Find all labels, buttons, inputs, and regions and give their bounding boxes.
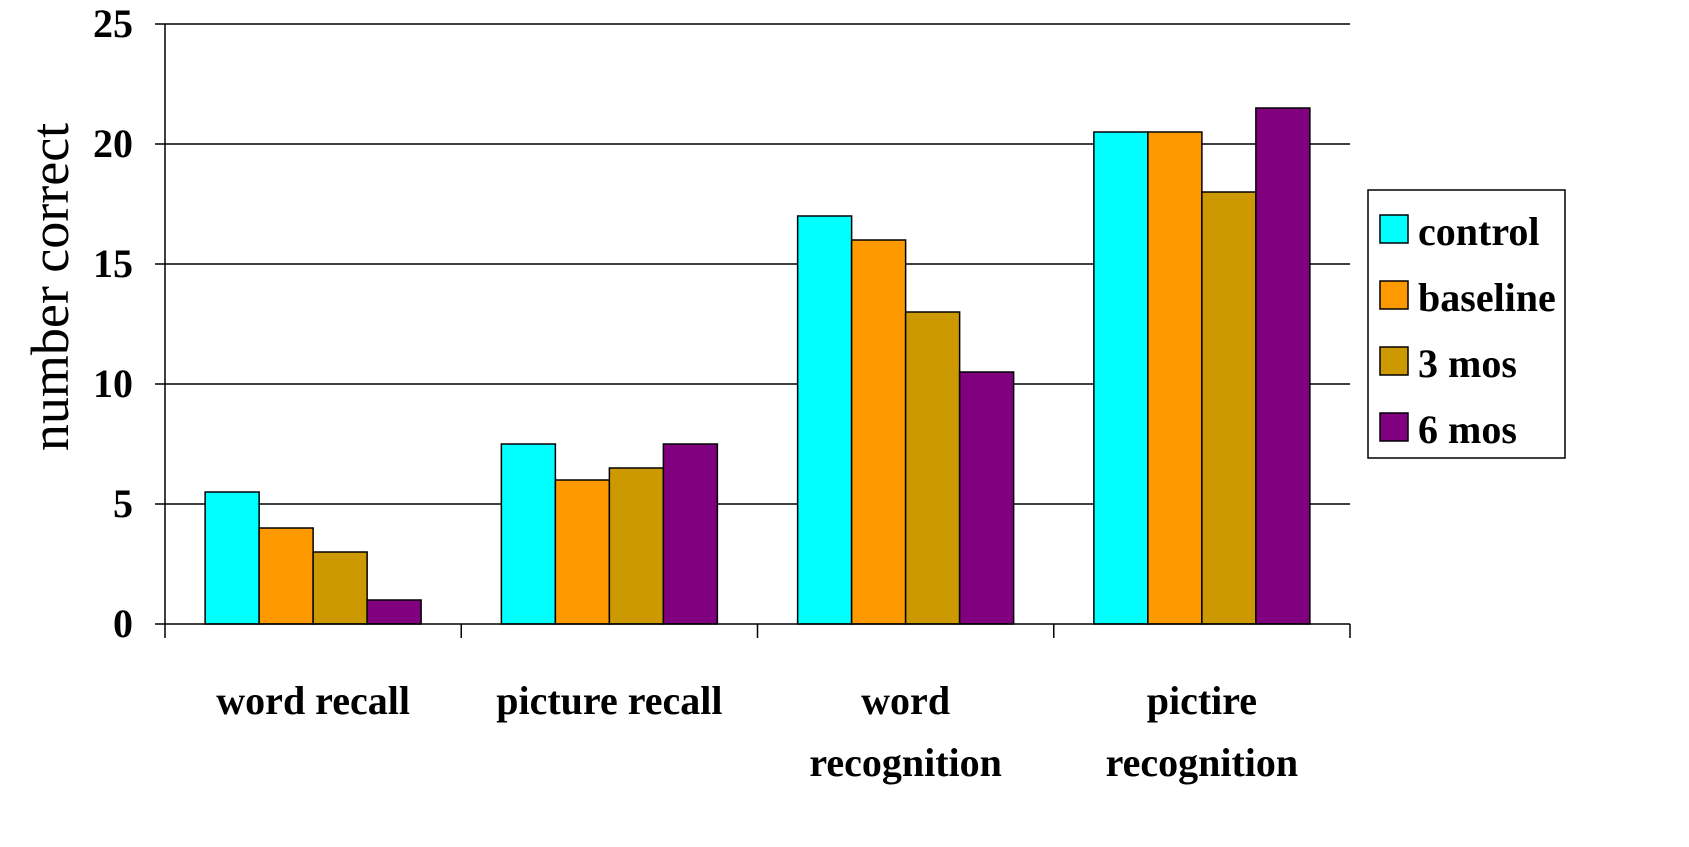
bar-6-mos-2 (958, 371, 1015, 625)
category-labels: word recall picture recall word recognition… (216, 678, 1298, 785)
bar-3-mos-1 (608, 467, 665, 625)
bar-baseline-1 (554, 479, 611, 625)
y-tick-label: 15 (93, 241, 133, 286)
legend-label-3-mos: 3 mos (1418, 341, 1517, 386)
bar-control-2 (796, 215, 853, 625)
legend-label-control: control (1418, 209, 1539, 254)
bar-control-3 (1093, 131, 1149, 625)
y-tick-label: 25 (93, 1, 133, 46)
bar-baseline-2 (850, 239, 907, 625)
legend-label-6-mos: 6 mos (1418, 407, 1517, 452)
legend-label-baseline: baseline (1418, 275, 1556, 320)
y-tick-label: 5 (113, 481, 133, 526)
legend-swatch-baseline (1379, 280, 1409, 310)
bars (204, 107, 1311, 625)
bar-6-mos-3 (1255, 107, 1311, 625)
bar-control-0 (204, 491, 260, 625)
x-category-label: word recall (216, 678, 410, 723)
y-tick-label: 20 (93, 121, 133, 166)
x-category-label: pictire (1147, 678, 1257, 723)
bar-3-mos-2 (904, 311, 961, 625)
y-tick-label: 0 (113, 601, 133, 646)
axes (155, 23, 1351, 638)
bar-baseline-3 (1147, 131, 1203, 625)
bar-3-mos-0 (312, 551, 368, 625)
x-category-label: recognition (1106, 740, 1299, 785)
legend: control baseline 3 mos 6 mos (1367, 189, 1566, 459)
x-category-label: word (861, 678, 950, 723)
legend-swatch-3-mos (1379, 346, 1409, 376)
bar-6-mos-1 (662, 443, 719, 625)
bar-3-mos-3 (1201, 191, 1257, 625)
y-tick-label: 10 (93, 361, 133, 406)
y-axis-label: number correct (20, 123, 80, 451)
x-category-label: recognition (809, 740, 1002, 785)
bar-baseline-0 (258, 527, 314, 625)
legend-swatch-control (1379, 214, 1409, 244)
y-tick-labels: 0 5 10 15 20 25 (93, 1, 133, 646)
bar-6-mos-0 (366, 599, 422, 625)
x-category-label: picture recall (496, 678, 722, 723)
legend-swatch-6-mos (1379, 412, 1409, 442)
bar-control-1 (500, 443, 557, 625)
